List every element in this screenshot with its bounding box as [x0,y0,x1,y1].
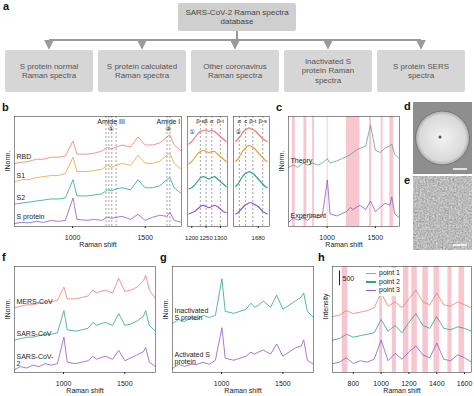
svg-text:S1: S1 [17,172,26,179]
svg-text:Theory: Theory [291,157,313,165]
svg-text:INorm.: INorm. [162,298,169,319]
svg-text:1680: 1680 [252,235,266,241]
svg-text:1000: 1000 [373,380,389,388]
html-text:b: b [2,101,9,113]
svg-text:c: c [244,118,247,124]
html-text:Inactivated S protein Raman sp: Inactivated S protein Raman spectra [301,56,355,85]
svg-text:β-t: β-t [217,118,224,124]
svg-text:INorm.: INorm. [4,150,11,171]
html-text:S protein calculated Raman spe: S protein calculated Raman spectra [106,61,178,80]
svg-text:β-s: β-s [196,118,204,124]
svg-text:α: α [238,118,242,124]
svg-text:1250: 1250 [199,235,213,241]
svg-text:1600: 1600 [457,380,473,387]
svg-text:Amide III: Amide III [97,118,125,125]
svg-text:Amide I: Amide I [157,118,181,125]
svg-text:INorm.: INorm. [278,150,285,171]
svg-text:Raman shift: Raman shift [79,241,116,248]
svg-text:1300: 1300 [214,235,228,241]
svg-text:1000: 1000 [213,380,230,388]
svg-text:MERS-CoV: MERS-CoV [17,298,54,305]
svg-text:①: ① [108,125,114,132]
svg-text:β-t: β-t [249,118,256,124]
svg-text:Intensity: Intensity [322,293,330,320]
html-text:SARS-CoV-2 Raman spectra datab: SARS-CoV-2 Raman spectra database [185,8,289,26]
svg-text:②: ② [236,129,241,135]
html-text:point 3: point 3 [379,286,400,293]
svg-text:α: α [210,118,214,124]
svg-text:β: β [204,118,208,124]
svg-text:1200: 1200 [401,380,417,388]
svg-text:800: 800 [348,380,360,387]
svg-text:1500: 1500 [137,234,153,241]
svg-text:1500: 1500 [117,380,133,387]
svg-text:RBD: RBD [17,153,32,160]
svg-text:Experiment: Experiment [291,212,326,220]
svg-text:β-s: β-s [259,118,267,124]
html-text:g: g [160,251,167,263]
svg-text:Raman shift: Raman shift [66,387,103,394]
svg-text:S protein: S protein [17,213,45,221]
svg-text:500: 500 [343,275,355,282]
svg-text:SARS-CoV-2: SARS-CoV-2 [17,353,55,367]
svg-text:1000: 1000 [319,234,335,242]
svg-text:①: ① [190,129,195,135]
html-text:Other coronavirus Raman spectr: Other coronavirus Raman spectra [203,61,267,80]
html-text:point 2: point 2 [379,277,400,285]
svg-text:1000: 1000 [65,234,81,241]
svg-text:Raman shift: Raman shift [325,241,362,248]
html-text:c: c [276,101,283,113]
svg-text:②: ② [165,125,171,132]
svg-text:Raman shift: Raman shift [224,387,261,394]
svg-text:1500: 1500 [275,380,291,387]
svg-text:SARS-CoV: SARS-CoV [17,330,52,337]
html-text:e: e [404,174,411,186]
html-text:S protein normal Raman spectra: S protein normal Raman spectra [19,61,79,80]
svg-text:Activated Sprotein: Activated Sprotein [175,351,211,366]
html-text:S protein SERS spectra: S protein SERS spectra [393,61,449,80]
svg-text:1000: 1000 [55,380,72,388]
html-text:h: h [318,251,325,263]
svg-text:S2: S2 [17,194,26,201]
svg-text:InactivatedS protein: InactivatedS protein [175,307,209,322]
svg-text:1500: 1500 [368,234,384,241]
svg-text:1400: 1400 [429,380,445,387]
svg-text:1200: 1200 [185,235,199,241]
html-text:point 1: point 1 [379,269,400,276]
html-text:f: f [2,251,6,263]
html-text:d: d [404,100,411,112]
html-text:a: a [3,0,10,12]
svg-text:INorm.: INorm. [4,298,11,319]
svg-text:Raman shift: Raman shift [383,387,420,394]
